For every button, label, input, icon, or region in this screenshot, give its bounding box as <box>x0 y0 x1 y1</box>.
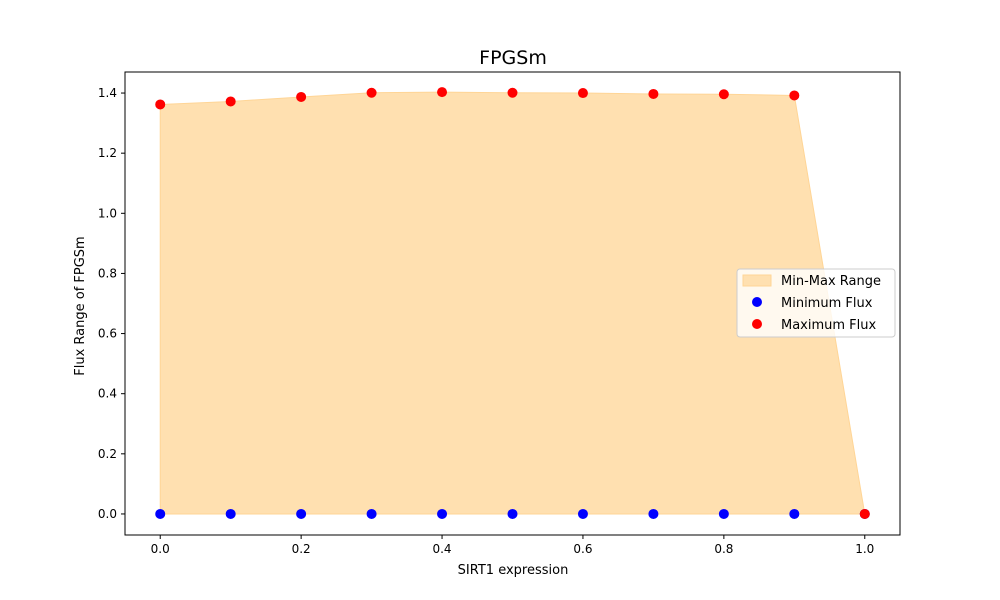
legend-swatch-minimum-flux <box>752 297 762 307</box>
plot-frame <box>124 71 901 536</box>
legend-label-min-max-range: Min-Max Range <box>781 274 881 289</box>
minimum-flux-point <box>366 508 377 519</box>
x-tick-label: 0.4 <box>432 542 451 556</box>
x-tick-label: 0.8 <box>714 542 733 556</box>
minimum-flux-point <box>296 508 307 519</box>
x-axis-label: SIRT1 expression <box>458 563 569 578</box>
legend-label-maximum-flux: Maximum Flux <box>781 318 877 333</box>
chart-title: FPGSm <box>479 47 547 69</box>
y-tick-label: 1.4 <box>98 86 117 100</box>
minimum-flux-point <box>155 508 166 519</box>
y-tick-label: 0.8 <box>98 266 117 280</box>
maximum-flux-point <box>789 90 800 101</box>
legend-label-minimum-flux: Minimum Flux <box>781 296 873 311</box>
x-tick-label: 1.0 <box>855 542 874 556</box>
plot-area <box>124 71 901 536</box>
maximum-flux-point <box>859 508 870 519</box>
legend-swatch-maximum-flux <box>752 319 762 329</box>
maximum-flux-point <box>225 96 236 107</box>
minimum-flux-points <box>155 508 870 519</box>
y-tick-label: 0.2 <box>98 447 117 461</box>
minimum-flux-point <box>507 508 518 519</box>
legend-swatch-min-max-range <box>742 274 772 287</box>
y-tick-label: 1.2 <box>98 146 117 160</box>
legend-frame <box>736 268 896 338</box>
maximum-flux-point <box>155 99 166 110</box>
y-tick-label: 1.0 <box>98 206 117 220</box>
y-tick-label: 0.4 <box>98 387 117 401</box>
maximum-flux-point <box>366 87 377 98</box>
maximum-flux-point <box>507 87 518 98</box>
x-tick-label: 0.0 <box>151 542 170 556</box>
x-axis: 0.0 0.2 0.4 0.6 0.8 1.0 <box>151 535 874 556</box>
y-tick-label: 0.0 <box>98 507 117 521</box>
maximum-flux-point <box>718 89 729 100</box>
y-axis: 0.0 0.2 0.4 0.6 0.8 1.0 1.2 1.4 <box>98 86 125 521</box>
maximum-flux-point <box>296 91 307 102</box>
maximum-flux-point <box>577 88 588 99</box>
x-tick-label: 0.2 <box>292 542 311 556</box>
minimum-flux-point <box>437 508 448 519</box>
minimum-flux-point <box>789 508 800 519</box>
minimum-flux-point <box>648 508 659 519</box>
minimum-flux-point <box>718 508 729 519</box>
y-tick-label: 0.6 <box>98 327 117 341</box>
x-tick-label: 0.6 <box>573 542 592 556</box>
minimum-flux-point <box>577 508 588 519</box>
maximum-flux-point <box>437 87 448 98</box>
minimum-flux-point <box>225 508 236 519</box>
maximum-flux-point <box>648 88 659 99</box>
maximum-flux-points <box>155 87 870 519</box>
y-axis-label: Flux Range of FPGSm <box>73 236 88 375</box>
min-max-range-area <box>159 91 866 515</box>
legend: Min-Max Range Minimum Flux Maximum Flux <box>736 268 896 338</box>
